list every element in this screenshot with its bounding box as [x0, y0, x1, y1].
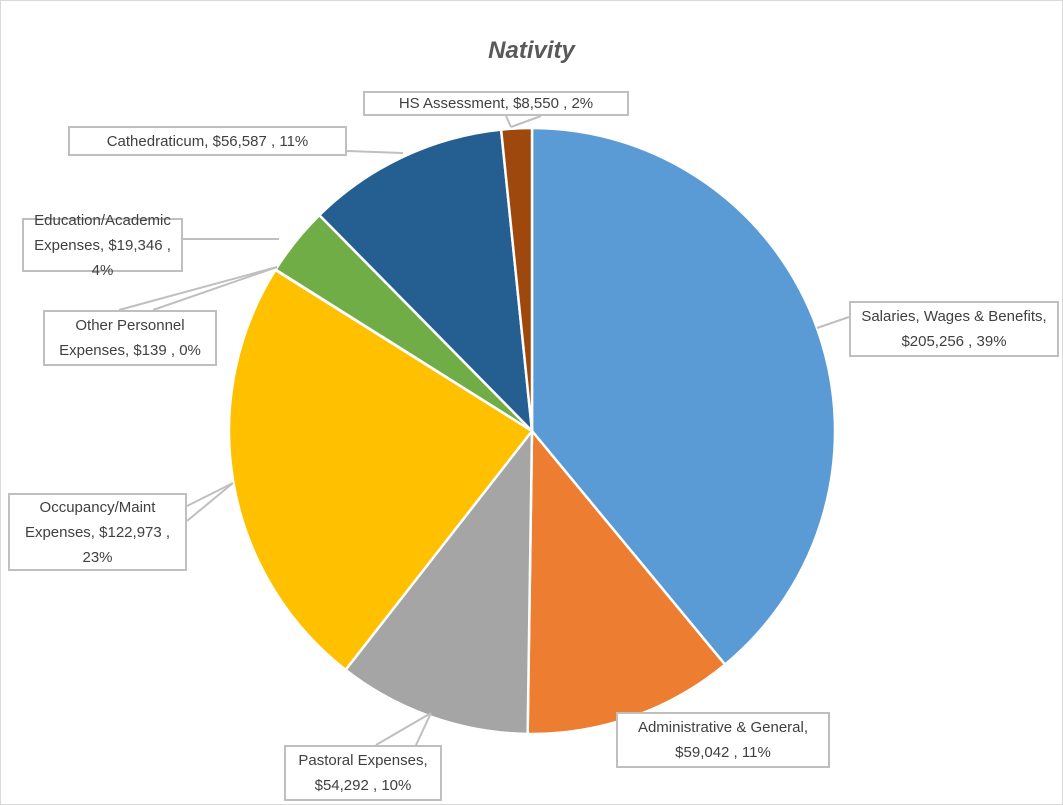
leader-line — [186, 482, 234, 522]
data-label-percent: 2% — [571, 95, 594, 112]
pie-slice-0 — [530, 126, 837, 667]
data-label-category: Occupancy/Maint Expenses, — [24, 498, 156, 541]
pie-slice-3 — [227, 268, 534, 672]
leader-line — [816, 316, 850, 329]
data-label-percent: 39% — [976, 333, 1007, 350]
data-label-category: Other Personnel Expenses, — [59, 317, 185, 359]
data-label-category: Salaries, Wages & Benefits, — [861, 308, 1047, 325]
data-label-category: Education/Academic Expenses, — [34, 211, 171, 254]
data-label-value: $8,550 , — [513, 95, 572, 112]
data-label-value: $205,256 , — [901, 333, 977, 350]
data-label: Education/Academic Expenses, $19,346 , 4… — [22, 212, 183, 279]
leader-line — [375, 712, 432, 746]
leader-line — [510, 115, 542, 128]
data-label: Pastoral Expenses, $54,292 , 10% — [284, 745, 442, 801]
data-label: Salaries, Wages & Benefits, $205,256 , 3… — [849, 301, 1059, 357]
data-label-percent: 11% — [279, 132, 309, 150]
data-label: Cathedraticum, $56,587 , 11% — [68, 126, 347, 156]
data-label-value: $56,587 , — [212, 132, 280, 150]
data-label-value: $59,042 , — [675, 744, 742, 761]
leader-line — [415, 712, 432, 746]
leader-line — [505, 115, 512, 128]
data-label-value: $139 , — [133, 342, 180, 359]
pie-slice-2 — [343, 427, 534, 736]
data-label-percent: 11% — [741, 744, 771, 761]
pie-slice-7 — [499, 126, 534, 432]
pie-slice-6 — [317, 128, 534, 435]
data-label-percent: 4% — [91, 261, 114, 279]
leader-line — [118, 266, 278, 311]
data-label-category: Cathedraticum, — [106, 132, 213, 150]
data-label: Other Personnel Expenses, $139 , 0% — [43, 310, 217, 366]
leader-line — [152, 266, 278, 311]
data-label-value: $19,346 , — [108, 236, 171, 254]
data-label-percent: 0% — [179, 342, 201, 359]
data-label-percent: 23% — [82, 548, 113, 566]
data-label-percent: 10% — [381, 777, 412, 794]
leader-line — [346, 150, 404, 154]
data-label: Administrative & General, $59,042 , 11% — [616, 712, 830, 768]
data-label-category: HS Assessment, — [398, 95, 514, 112]
chart-title: Nativity — [488, 37, 575, 64]
data-label-category: Pastoral Expenses, — [298, 752, 428, 769]
leader-line — [186, 482, 234, 507]
data-label: Occupancy/Maint Expenses, $122,973 , 23% — [8, 493, 187, 571]
data-label-category: Administrative & General, — [637, 719, 809, 736]
data-label-value: $122,973 , — [99, 523, 171, 541]
data-label: HS Assessment, $8,550 , 2% — [363, 91, 629, 116]
data-label-value: $54,292 , — [314, 777, 382, 794]
